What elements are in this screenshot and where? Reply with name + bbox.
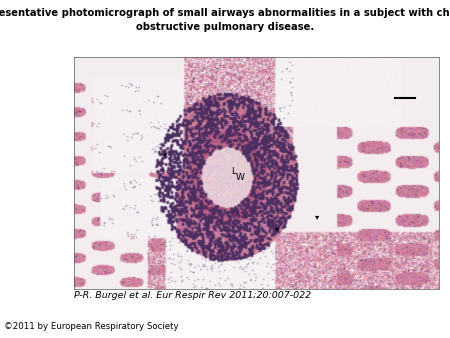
Text: Representative photomicrograph of small airways abnormalities in a subject with : Representative photomicrograph of small …	[0, 8, 450, 19]
Text: ▾: ▾	[275, 224, 279, 233]
Text: obstructive pulmonary disease.: obstructive pulmonary disease.	[136, 22, 314, 32]
Text: L: L	[231, 167, 236, 176]
Text: ©2011 by European Respiratory Society: ©2011 by European Respiratory Society	[4, 321, 179, 331]
Text: ▾: ▾	[315, 212, 319, 221]
Text: ▾: ▾	[163, 149, 167, 159]
Text: P-R. Burgel et al. Eur Respir Rev 2011;20:007-022: P-R. Burgel et al. Eur Respir Rev 2011;2…	[74, 291, 311, 300]
Text: W: W	[236, 173, 245, 182]
